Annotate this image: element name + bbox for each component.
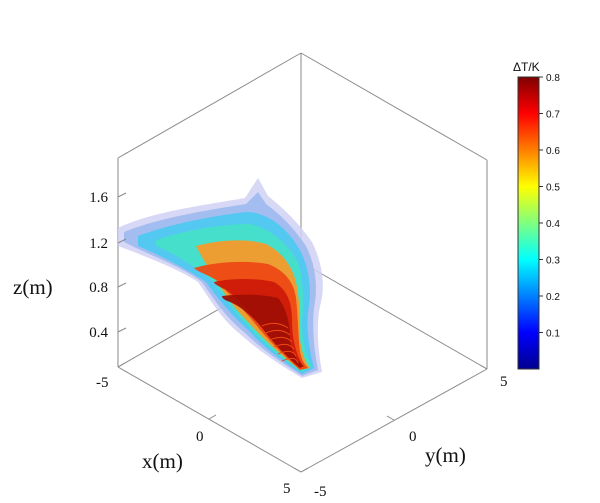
plume-swirl <box>277 350 297 357</box>
z-tick-mark <box>117 327 127 333</box>
x-tick-label: 5 <box>283 481 291 497</box>
x-tick-label: 0 <box>196 429 204 445</box>
plume-swirl <box>281 357 299 364</box>
colorbar <box>517 76 540 370</box>
z-tick-mark <box>117 282 127 288</box>
box-edge <box>117 52 302 159</box>
y-tick-label: 0 <box>409 429 417 445</box>
colorbar-title: ΔT/K <box>513 60 540 74</box>
colorbar-tick-label: 0.5 <box>546 183 560 194</box>
colorbar-tick-label: 0.2 <box>546 292 560 303</box>
x-tick-label: -5 <box>96 375 109 391</box>
plume-swirl <box>269 336 293 343</box>
colorbar-tick-label: 0.6 <box>546 146 560 157</box>
x-tick-mark <box>208 414 217 420</box>
y-tick-mark <box>479 364 488 370</box>
x-axis-label: x(m) <box>142 449 183 473</box>
colorbar-tick-label: 0.4 <box>546 219 560 230</box>
colorbar-tick-label: 0.1 <box>546 329 560 340</box>
box-edge <box>300 52 488 161</box>
z-tick-label: 1.6 <box>89 190 108 206</box>
plume-swirl <box>265 329 291 336</box>
z-tick-label: 0.4 <box>89 325 108 341</box>
colorbar-ticks: 0.1 0.2 0.3 0.4 0.5 0.6 0.7 0.8 <box>539 73 560 340</box>
box-edge <box>300 368 488 473</box>
plume-swirl <box>273 343 295 350</box>
z-tick-mark <box>117 238 127 244</box>
y-tick-label: 5 <box>500 374 508 390</box>
contour-level <box>222 294 304 368</box>
box-edge <box>300 261 488 370</box>
z-tick-label: 1.2 <box>89 236 108 252</box>
x-axis-ticks: -5 0 5 <box>96 362 309 497</box>
y-tick-label: -5 <box>314 484 327 500</box>
y-tick-mark <box>386 415 395 421</box>
y-axis-ticks: -5 0 5 <box>293 364 508 500</box>
colorbar-tick-label: 0.7 <box>546 110 560 121</box>
colorbar-tick-label: 0.3 <box>546 256 560 267</box>
x-tick-mark <box>117 362 126 368</box>
box-edge <box>117 366 302 473</box>
y-axis-label: y(m) <box>425 443 466 467</box>
plume-swirl <box>261 322 289 329</box>
z-axis-ticks: 0.4 0.8 1.2 1.6 <box>89 190 127 341</box>
z-tick-mark <box>117 192 127 198</box>
x-tick-mark <box>300 467 309 473</box>
temperature-plume <box>118 178 323 378</box>
y-tick-mark <box>293 467 302 473</box>
z-tick-label: 0.8 <box>89 280 108 296</box>
z-axis-label: z(m) <box>13 275 53 299</box>
colorbar-tick-label: 0.8 <box>546 73 560 84</box>
